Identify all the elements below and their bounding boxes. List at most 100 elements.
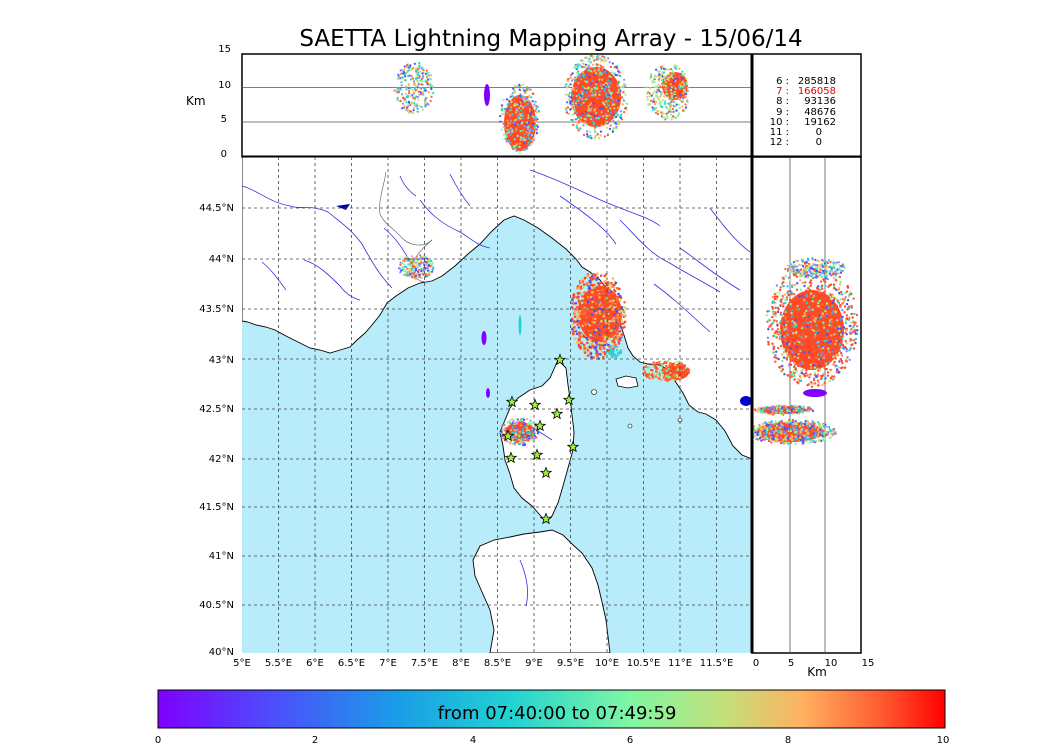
lightning-source [838, 267, 841, 270]
lightning-source [514, 84, 518, 87]
lightning-source [417, 71, 420, 74]
lightning-source [406, 259, 409, 262]
lightning-source [524, 443, 527, 446]
lightning-source [665, 373, 668, 376]
lightning-source [580, 333, 583, 336]
lightning-cluster [803, 389, 827, 397]
lightning-cluster [484, 84, 490, 106]
lightning-source [806, 257, 810, 260]
lightning-source [764, 407, 767, 410]
lightning-source [782, 351, 786, 354]
lightning-source [530, 141, 533, 144]
lightning-source [577, 326, 581, 329]
lightning-source [776, 406, 779, 409]
lightning-source [607, 312, 610, 316]
lightning-source [799, 410, 803, 413]
lightning-source [660, 378, 663, 381]
lightning-source [845, 290, 849, 293]
lightning-source [818, 364, 821, 367]
lightning-source [607, 79, 610, 82]
lightning-source [804, 355, 808, 358]
lightning-source [413, 98, 416, 101]
lightning-source [598, 68, 601, 71]
lightning-source [799, 279, 802, 282]
lightning-source [401, 102, 405, 105]
lightning-source [788, 411, 791, 414]
lightning-source [401, 93, 404, 96]
lightning-source [596, 55, 599, 58]
lightning-source [513, 123, 517, 126]
lightning-source [843, 298, 846, 301]
lightning-source [516, 418, 519, 421]
lightning-source [602, 83, 605, 86]
lightning-source [839, 305, 842, 309]
lightning-source [775, 424, 779, 427]
lat-tick: 44.5°N [199, 203, 234, 214]
lightning-source [805, 301, 808, 305]
lightning-source [820, 310, 824, 313]
lightning-source [780, 366, 783, 370]
lightning-source [414, 269, 417, 272]
lightning-source [572, 113, 575, 116]
lightning-source [674, 73, 677, 76]
lightning-source [805, 261, 808, 264]
lightning-source [845, 329, 848, 332]
lightning-source [785, 331, 788, 334]
lightning-source [427, 71, 430, 74]
lightning-source [673, 377, 677, 380]
lightning-source [585, 315, 588, 319]
lightning-source [416, 107, 419, 110]
lightning-source [578, 75, 581, 78]
lightning-source [577, 65, 580, 68]
lightning-source [577, 287, 580, 290]
lightning-source [781, 406, 784, 409]
lightning-source [840, 265, 843, 268]
lightning-source [619, 74, 622, 77]
lightning-source [412, 97, 415, 100]
lightning-source [534, 120, 538, 124]
lightning-source [581, 98, 584, 101]
lightning-source [809, 315, 812, 318]
lightning-source [577, 70, 580, 73]
lightning-source [597, 336, 601, 340]
lightning-source [838, 343, 842, 346]
lightning-source [785, 317, 788, 321]
lightning-source [607, 104, 611, 107]
lightning-source [844, 339, 847, 343]
lightning-source [581, 65, 584, 69]
lightning-source [404, 79, 407, 82]
lightning-source [570, 300, 573, 304]
lightning-source [835, 339, 838, 343]
lightning-source [607, 296, 611, 300]
lightning-source [853, 323, 856, 326]
lightning-source [517, 442, 520, 446]
lightning-source [813, 422, 816, 426]
lightning-source [838, 268, 841, 271]
lightning-source [430, 95, 433, 98]
lightning-source [584, 304, 588, 308]
lightning-source [522, 138, 525, 141]
lightning-source [835, 354, 838, 357]
lightning-source [804, 438, 807, 441]
lightning-source [586, 322, 589, 325]
lightning-source [507, 128, 510, 131]
lightning-source [586, 116, 589, 119]
lightning-source [827, 306, 830, 309]
lightning-source [534, 109, 537, 112]
lightning-source [603, 103, 606, 106]
lightning-source [590, 286, 594, 290]
lightning-source [597, 287, 600, 291]
lightning-source [505, 132, 508, 135]
lightning-source [430, 259, 433, 263]
lightning-source [589, 295, 593, 299]
lightning-source [806, 328, 809, 331]
lightning-source [779, 288, 782, 292]
lightning-source [614, 73, 618, 77]
lightning-source [509, 132, 512, 135]
lightning-source [656, 367, 659, 370]
lightning-source [623, 78, 626, 81]
lightning-source [834, 326, 837, 329]
lightning-source [810, 381, 813, 384]
lightning-source [759, 433, 762, 437]
lightning-source [820, 276, 823, 279]
